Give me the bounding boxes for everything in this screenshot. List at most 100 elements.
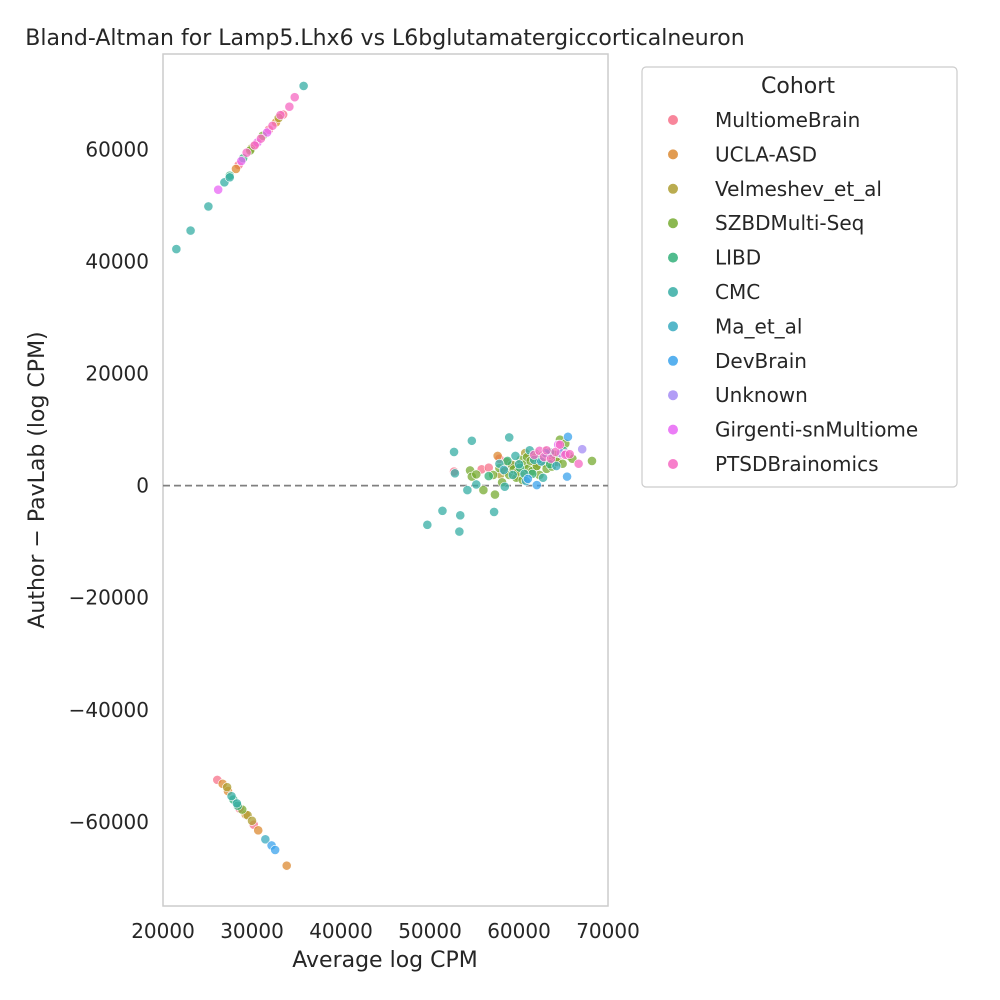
legend-label: Girgenti-snMultiome (715, 418, 918, 442)
legend-title: Cohort (761, 74, 835, 99)
legend-label: CMC (715, 280, 760, 304)
legend-label: LIBD (715, 246, 761, 270)
data-point (573, 458, 584, 469)
data-point (546, 453, 556, 464)
data-point (483, 471, 494, 481)
y-tick-label: 20000 (85, 362, 149, 386)
legend-marker (668, 218, 678, 229)
data-point (449, 447, 459, 457)
data-point (450, 468, 460, 479)
data-point (213, 184, 224, 195)
data-point (298, 81, 309, 91)
legend-marker (668, 149, 678, 160)
legend-label: PTSDBrainomics (715, 452, 879, 476)
data-point (422, 519, 433, 530)
data-point (504, 432, 515, 443)
data-point (490, 489, 500, 500)
data-point (563, 431, 573, 442)
data-point (241, 147, 252, 158)
data-point (275, 110, 286, 120)
plot-frame (162, 53, 609, 907)
data-point (224, 172, 235, 183)
y-tick-label: 0 (136, 474, 149, 498)
data-point (171, 244, 182, 254)
data-point (185, 225, 196, 236)
legend-marker (668, 287, 678, 297)
data-point (454, 526, 465, 537)
scatter-points (171, 81, 597, 871)
data-point (514, 459, 524, 470)
legend-label: Unknown (715, 383, 808, 407)
data-point (222, 782, 232, 793)
data-point (577, 444, 588, 455)
legend-label: MultiomeBrain (715, 108, 860, 132)
data-point (289, 92, 300, 103)
data-point (253, 825, 264, 836)
legend-frame (641, 66, 958, 488)
data-point (466, 435, 477, 446)
data-point (499, 481, 510, 492)
data-point (249, 140, 260, 151)
data-point (281, 860, 292, 871)
data-point (247, 815, 257, 826)
data-point (478, 485, 489, 495)
legend-marker (668, 115, 678, 125)
chart-title: Bland-Altman for Lamp5.Lhx6 vs L6bglutam… (25, 26, 744, 51)
legend-label: UCLA-ASD (715, 142, 817, 166)
data-point (471, 469, 482, 480)
data-point (489, 507, 499, 517)
x-tick-label: 60000 (487, 919, 551, 943)
y-tick-label: 40000 (85, 249, 149, 273)
data-point (255, 133, 266, 144)
data-point (260, 834, 271, 845)
data-point (498, 465, 509, 475)
data-point (270, 845, 281, 855)
data-point (587, 456, 597, 466)
legend-marker (668, 252, 678, 263)
legend-label: SZBDMulti-Seq (715, 211, 864, 235)
y-tick-labels: −60000 −40000 −20000 0 20000 40000 60000 (69, 137, 149, 834)
y-axis-title: Author − PavLab (log CPM) (25, 331, 50, 628)
data-point (437, 505, 448, 516)
x-tick-label: 40000 (309, 919, 373, 943)
data-point (555, 439, 565, 450)
data-point (541, 445, 552, 456)
x-axis-title: Average log CPM (292, 948, 477, 973)
legend-label: Ma_et_al (715, 314, 802, 338)
x-tick-labels: 20000 30000 40000 50000 60000 70000 (131, 919, 640, 943)
data-point (471, 479, 482, 490)
legend-label: Velmeshev_et_al (715, 177, 882, 201)
data-point (564, 449, 575, 460)
data-point (550, 447, 561, 457)
data-point (531, 480, 542, 490)
data-point (538, 472, 548, 483)
data-point (262, 127, 273, 138)
legend-marker (668, 390, 678, 401)
y-tick-label: 60000 (85, 137, 149, 161)
data-point (231, 798, 242, 809)
x-tick-label: 20000 (131, 919, 195, 943)
data-point (510, 450, 521, 461)
x-tick-label: 70000 (576, 919, 640, 943)
y-tick-label: −60000 (69, 810, 149, 834)
data-point (226, 791, 237, 802)
data-point (551, 461, 562, 471)
x-tick-label: 50000 (398, 919, 462, 943)
legend-items: MultiomeBrain UCLA-ASD Velmeshev_et_al SZBD… (668, 108, 918, 476)
legend-marker (668, 355, 678, 366)
data-point (284, 101, 295, 112)
plot-area (162, 53, 609, 907)
legend: Cohort MultiomeBrain UCLA-ASD Velmeshev_et… (641, 66, 958, 488)
data-point (236, 156, 247, 166)
legend-marker (668, 424, 678, 435)
data-point (267, 120, 278, 131)
data-point (523, 473, 533, 484)
data-point (562, 471, 572, 482)
data-point (231, 164, 241, 174)
data-point (455, 510, 466, 521)
data-point (203, 201, 214, 212)
data-point (462, 485, 473, 495)
legend-marker (668, 459, 678, 469)
y-tick-label: −20000 (69, 586, 149, 610)
